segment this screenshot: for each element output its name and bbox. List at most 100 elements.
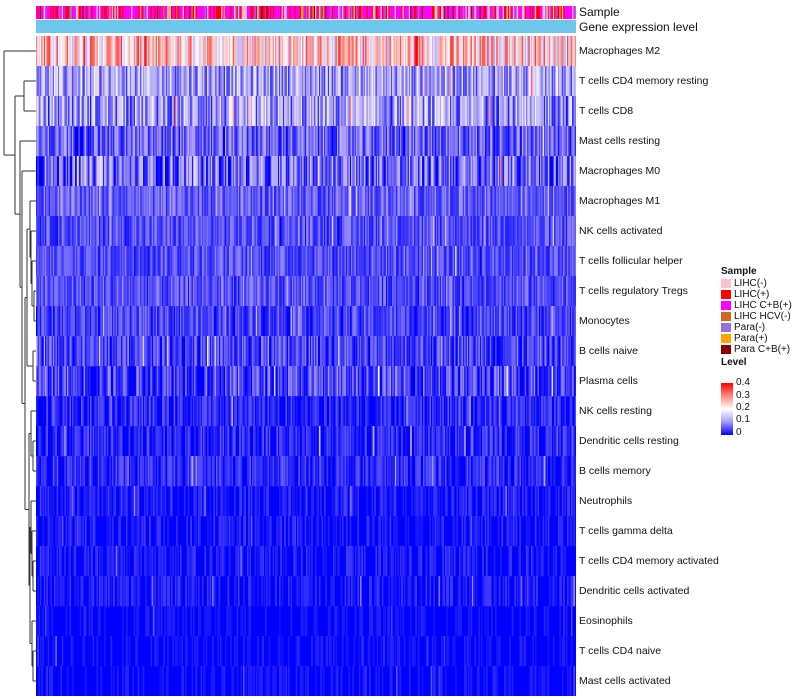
heatmap-cell [354, 156, 357, 187]
heatmap-cell [82, 36, 84, 67]
heatmap-cell [524, 36, 527, 67]
heatmap-cell [352, 156, 354, 187]
heatmap-cell [201, 186, 204, 217]
heatmap-cell [102, 276, 105, 307]
heatmap-cell [537, 36, 540, 67]
heatmap-cell [154, 276, 156, 307]
heatmap-cell [213, 336, 216, 367]
heatmap-cell [226, 366, 228, 397]
heatmap-cell [365, 276, 367, 307]
heatmap-cell [289, 96, 291, 127]
heatmap-cell [275, 186, 277, 217]
sample-annotation-cell [145, 6, 147, 19]
heatmap-cell [483, 186, 486, 217]
heatmap-cell [343, 186, 345, 217]
sample-annotation-cell [460, 6, 462, 19]
heatmap-cell [501, 306, 504, 337]
heatmap-cell [479, 306, 482, 337]
heatmap-cell [561, 186, 564, 217]
heatmap-cell [109, 306, 111, 337]
heatmap-cell [153, 336, 155, 367]
heatmap-cell [507, 246, 510, 277]
heatmap-cell [416, 126, 419, 157]
heatmap-cell [433, 246, 435, 277]
heatmap-cell [389, 276, 392, 307]
sample-annotation-cell [187, 6, 190, 19]
sample-annotation-cell [352, 6, 354, 19]
heatmap-cell [42, 66, 45, 97]
heatmap-cell [453, 306, 456, 337]
heatmap-cell [279, 306, 281, 337]
sample-annotation-cell [88, 6, 91, 19]
heatmap-cell [365, 186, 367, 217]
heatmap-cell [542, 156, 545, 187]
heatmap-cell [272, 66, 275, 97]
heatmap-cell [253, 366, 255, 397]
heatmap-cell [223, 186, 226, 217]
heatmap-cell [280, 276, 282, 307]
heatmap-cell [180, 186, 182, 217]
sample-annotation-cell [568, 6, 570, 19]
heatmap-cell [126, 96, 128, 127]
heatmap-cell [249, 366, 252, 397]
heatmap-cell [82, 276, 84, 307]
heatmap-cell [505, 156, 507, 187]
heatmap-cell [105, 336, 108, 367]
heatmap-cell [83, 186, 86, 217]
heatmap-cell [176, 36, 178, 67]
heatmap-cell [536, 306, 538, 337]
heatmap-cell [354, 36, 357, 67]
heatmap-cell [227, 306, 230, 337]
heatmap-cell [111, 336, 114, 367]
heatmap-cell [411, 186, 414, 217]
heatmap-cell [353, 366, 356, 397]
heatmap-cell [325, 276, 327, 307]
heatmap-cell [84, 276, 87, 307]
heatmap-cell [196, 246, 199, 277]
heatmap-cell [165, 36, 168, 67]
heatmap-cell [381, 306, 384, 337]
sample-annotation-cell [96, 6, 99, 19]
heatmap-cell [165, 186, 168, 217]
heatmap-cell [223, 336, 226, 367]
heatmap-cell [351, 366, 353, 397]
heatmap-cell [552, 126, 555, 157]
heatmap-cell [164, 246, 167, 277]
heatmap-cell [268, 186, 271, 217]
heatmap-cell [492, 216, 495, 247]
heatmap-cell [340, 66, 343, 97]
heatmap-cell [300, 186, 303, 217]
heatmap-cell [419, 216, 421, 247]
heatmap-cell [133, 336, 136, 367]
heatmap-cell [356, 156, 358, 187]
heatmap-cell [356, 276, 358, 307]
heatmap-cell [308, 156, 311, 187]
heatmap-cell [379, 306, 381, 337]
heatmap-cell [451, 246, 453, 277]
heatmap-cell [448, 156, 451, 187]
heatmap-cell [546, 186, 549, 217]
heatmap-cell [519, 96, 522, 127]
heatmap-cell [556, 276, 559, 307]
heatmap-cell [275, 336, 277, 367]
heatmap-cell [569, 336, 572, 367]
heatmap-cell [354, 126, 357, 157]
heatmap-cell [347, 336, 349, 367]
heatmap-cell [393, 66, 396, 97]
heatmap-cell [549, 246, 551, 277]
heatmap-cell [99, 66, 101, 97]
heatmap-cell [140, 96, 142, 127]
heatmap-cell [304, 306, 307, 337]
heatmap-cell [493, 246, 496, 277]
heatmap-cell [514, 246, 516, 277]
heatmap-cell [564, 96, 567, 127]
heatmap-cell [352, 246, 354, 277]
heatmap-cell [248, 186, 250, 217]
heatmap-cell [83, 156, 86, 187]
heatmap-cell [396, 36, 398, 67]
heatmap-cell [439, 186, 442, 217]
heatmap-cell [372, 336, 375, 367]
heatmap-cell [104, 126, 106, 157]
heatmap-cell [361, 156, 363, 187]
heatmap-cell [145, 126, 147, 157]
